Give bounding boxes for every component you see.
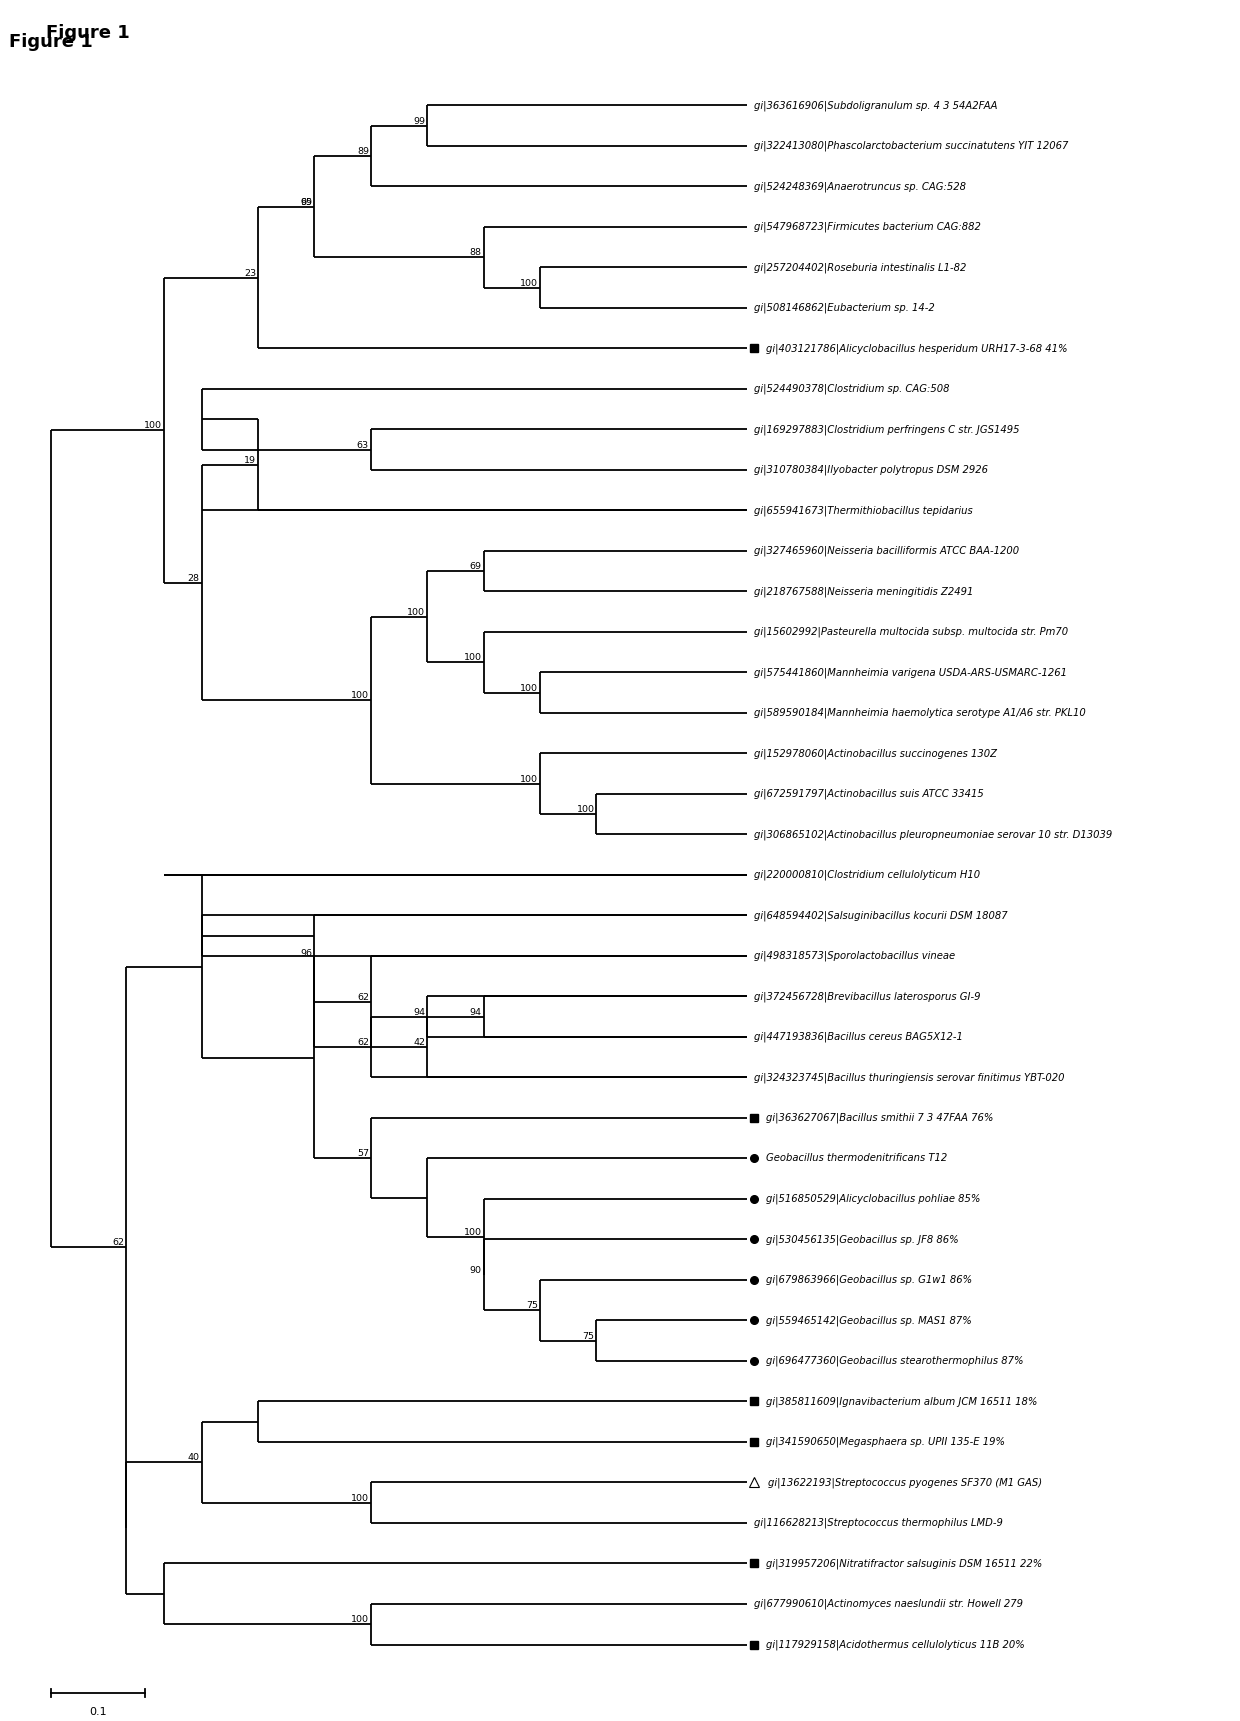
- Text: gi|655941673|Thermithiobacillus tepidarius: gi|655941673|Thermithiobacillus tepidari…: [754, 506, 973, 516]
- Text: 42: 42: [413, 1038, 425, 1046]
- Text: gi|559465142|Geobacillus sp. MAS1 87%: gi|559465142|Geobacillus sp. MAS1 87%: [766, 1315, 971, 1325]
- Text: 19: 19: [244, 456, 257, 465]
- Text: gi|447193836|Bacillus cereus BAG5X12-1: gi|447193836|Bacillus cereus BAG5X12-1: [754, 1031, 963, 1043]
- Text: Geobacillus thermodenitrificans T12: Geobacillus thermodenitrificans T12: [766, 1153, 947, 1163]
- Text: gi|15602992|Pasteurella multocida subsp. multocida str. Pm70: gi|15602992|Pasteurella multocida subsp.…: [754, 626, 1069, 637]
- Text: gi|363627067|Bacillus smithii 7 3 47FAA 76%: gi|363627067|Bacillus smithii 7 3 47FAA …: [766, 1113, 993, 1124]
- Text: gi|218767588|Neisseria meningitidis Z2491: gi|218767588|Neisseria meningitidis Z249…: [754, 587, 973, 597]
- Text: gi|169297883|Clostridium perfringens C str. JGS1495: gi|169297883|Clostridium perfringens C s…: [754, 423, 1021, 435]
- Text: 100: 100: [144, 422, 162, 430]
- Text: 75: 75: [583, 1332, 595, 1341]
- Text: 62: 62: [357, 1038, 370, 1046]
- Text: 62: 62: [357, 993, 370, 1002]
- Text: 99: 99: [300, 198, 312, 207]
- Text: gi|363616906|Subdoligranulum sp. 4 3 54A2FAA: gi|363616906|Subdoligranulum sp. 4 3 54A…: [754, 100, 998, 110]
- Text: 99: 99: [413, 117, 425, 126]
- Text: 0.1: 0.1: [89, 1707, 107, 1718]
- Text: gi|220000810|Clostridium cellulolyticum H10: gi|220000810|Clostridium cellulolyticum …: [754, 869, 981, 879]
- Text: gi|589590184|Mannheimia haemolytica serotype A1/A6 str. PKL10: gi|589590184|Mannheimia haemolytica sero…: [754, 707, 1086, 718]
- Text: 94: 94: [413, 1009, 425, 1017]
- Text: 75: 75: [526, 1301, 538, 1310]
- Text: gi|327465960|Neisseria bacilliformis ATCC BAA-1200: gi|327465960|Neisseria bacilliformis ATC…: [754, 546, 1019, 556]
- Text: gi|341590650|Megasphaera sp. UPII 135-E 19%: gi|341590650|Megasphaera sp. UPII 135-E …: [766, 1437, 1004, 1447]
- Text: gi|403121786|Alicyclobacillus hesperidum URH17-3-68 41%: gi|403121786|Alicyclobacillus hesperidum…: [766, 342, 1068, 355]
- Text: 100: 100: [464, 654, 482, 663]
- Text: gi|319957206|Nitratifractor salsuginis DSM 16511 22%: gi|319957206|Nitratifractor salsuginis D…: [766, 1558, 1042, 1570]
- Text: 100: 100: [521, 279, 538, 287]
- Text: gi|575441860|Mannheimia varigena USDA-ARS-USMARC-1261: gi|575441860|Mannheimia varigena USDA-AR…: [754, 668, 1068, 678]
- Text: gi|516850529|Alicyclobacillus pohliae 85%: gi|516850529|Alicyclobacillus pohliae 85…: [766, 1194, 980, 1205]
- Text: Figure 1: Figure 1: [9, 33, 93, 50]
- Text: gi|372456728|Brevibacillus laterosporus GI-9: gi|372456728|Brevibacillus laterosporus …: [754, 991, 981, 1002]
- Text: 100: 100: [351, 692, 370, 700]
- Text: 100: 100: [521, 683, 538, 694]
- Text: 100: 100: [408, 608, 425, 616]
- Text: 94: 94: [470, 1009, 482, 1017]
- Text: 69: 69: [470, 563, 482, 571]
- Text: 89: 89: [357, 146, 370, 157]
- Text: gi|257204402|Roseburia intestinalis L1-82: gi|257204402|Roseburia intestinalis L1-8…: [754, 262, 967, 272]
- Text: gi|677990610|Actinomyces naeslundii str. Howell 279: gi|677990610|Actinomyces naeslundii str.…: [754, 1599, 1023, 1609]
- Text: Figure 1: Figure 1: [46, 24, 130, 43]
- Text: gi|117929158|Acidothermus cellulolyticus 11B 20%: gi|117929158|Acidothermus cellulolyticus…: [766, 1640, 1024, 1650]
- Text: 62: 62: [113, 1239, 124, 1248]
- Text: gi|679863966|Geobacillus sp. G1w1 86%: gi|679863966|Geobacillus sp. G1w1 86%: [766, 1275, 972, 1286]
- Text: gi|524490378|Clostridium sp. CAG:508: gi|524490378|Clostridium sp. CAG:508: [754, 384, 950, 394]
- Text: gi|498318573|Sporolactobacillus vineae: gi|498318573|Sporolactobacillus vineae: [754, 950, 956, 962]
- Text: gi|508146862|Eubacterium sp. 14-2: gi|508146862|Eubacterium sp. 14-2: [754, 303, 935, 313]
- Text: 23: 23: [244, 268, 257, 277]
- Text: gi|530456135|Geobacillus sp. JF8 86%: gi|530456135|Geobacillus sp. JF8 86%: [766, 1234, 959, 1244]
- Text: gi|324323745|Bacillus thuringiensis serovar finitimus YBT-020: gi|324323745|Bacillus thuringiensis sero…: [754, 1072, 1065, 1083]
- Text: 40: 40: [187, 1453, 200, 1463]
- Text: gi|696477360|Geobacillus stearothermophilus 87%: gi|696477360|Geobacillus stearothermophi…: [766, 1356, 1023, 1366]
- Text: gi|13622193|Streptococcus pyogenes SF370 (M1 GAS): gi|13622193|Streptococcus pyogenes SF370…: [768, 1477, 1042, 1487]
- Text: gi|322413080|Phascolarctobacterium succinatutens YIT 12067: gi|322413080|Phascolarctobacterium succi…: [754, 141, 1069, 151]
- Text: 57: 57: [357, 1150, 370, 1158]
- Text: gi|152978060|Actinobacillus succinogenes 130Z: gi|152978060|Actinobacillus succinogenes…: [754, 749, 997, 759]
- Text: 88: 88: [470, 248, 482, 258]
- Text: 63: 63: [357, 441, 370, 449]
- Text: 100: 100: [351, 1494, 370, 1502]
- Text: 96: 96: [300, 950, 312, 959]
- Text: gi|310780384|Ilyobacter polytropus DSM 2926: gi|310780384|Ilyobacter polytropus DSM 2…: [754, 465, 988, 475]
- Text: gi|648594402|Salsuginibacillus kocurii DSM 18087: gi|648594402|Salsuginibacillus kocurii D…: [754, 910, 1008, 921]
- Text: gi|306865102|Actinobacillus pleuropneumoniae serovar 10 str. D13039: gi|306865102|Actinobacillus pleuropneumo…: [754, 830, 1112, 840]
- Text: 100: 100: [521, 774, 538, 783]
- Text: 90: 90: [470, 1267, 482, 1275]
- Text: 100: 100: [351, 1616, 370, 1625]
- Text: 65: 65: [300, 198, 312, 207]
- Text: gi|524248369|Anaerotruncus sp. CAG:528: gi|524248369|Anaerotruncus sp. CAG:528: [754, 181, 966, 191]
- Text: 28: 28: [187, 573, 200, 583]
- Text: 100: 100: [577, 805, 595, 814]
- Text: 100: 100: [464, 1229, 482, 1237]
- Text: gi|116628213|Streptococcus thermophilus LMD-9: gi|116628213|Streptococcus thermophilus …: [754, 1518, 1003, 1528]
- Text: gi|547968723|Firmicutes bacterium CAG:882: gi|547968723|Firmicutes bacterium CAG:88…: [754, 222, 981, 232]
- Text: gi|672591797|Actinobacillus suis ATCC 33415: gi|672591797|Actinobacillus suis ATCC 33…: [754, 788, 985, 799]
- Text: gi|385811609|Ignavibacterium album JCM 16511 18%: gi|385811609|Ignavibacterium album JCM 1…: [766, 1396, 1037, 1406]
